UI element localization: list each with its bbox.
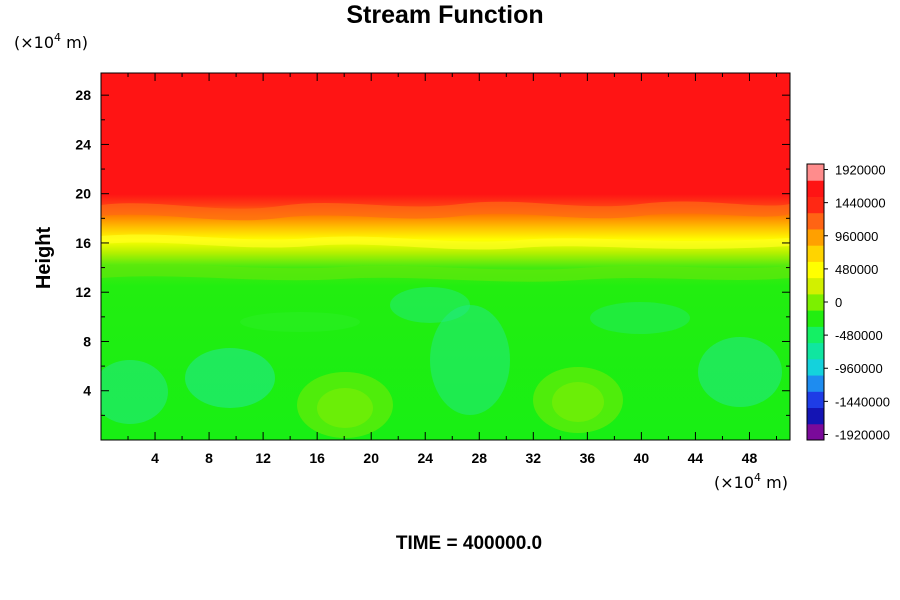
- y-unit-exponent: 4: [54, 31, 61, 44]
- x-tick-label: 36: [580, 450, 596, 466]
- x-tick-label: 28: [471, 450, 487, 466]
- colorbar-segment: [807, 196, 824, 214]
- y-tick-label: 8: [83, 333, 91, 349]
- time-label: TIME = 400000.0: [396, 533, 542, 554]
- x-tick-label: 44: [688, 450, 704, 466]
- y-tick-label: 16: [75, 235, 91, 251]
- colorbar-segment: [807, 245, 824, 262]
- colorbar-segment: [807, 277, 824, 295]
- cyan-blob: [430, 305, 510, 415]
- colorbar-segment: [807, 423, 824, 441]
- x-unit-suffix: m): [761, 473, 788, 492]
- colorbar-segment: [807, 342, 824, 360]
- y-axis-label: Height: [33, 227, 55, 290]
- colorbar-segment: [807, 180, 824, 197]
- colorbar-label: -960000: [835, 361, 883, 376]
- heatmap-field: [101, 73, 790, 440]
- colorbar-label: -1920000: [835, 427, 890, 442]
- x-tick-label: 20: [363, 450, 379, 466]
- plot-frame: [100, 72, 791, 441]
- y-tick-label: 20: [75, 186, 91, 202]
- green-patch: [240, 312, 360, 332]
- colorbar: 1920000 1440000 960000 480000 0 -480000 -96000…: [806, 163, 890, 442]
- y-tick-label: 12: [75, 284, 91, 300]
- field-wave-bands: [101, 201, 790, 282]
- y-unit-prefix: (×10: [14, 33, 54, 52]
- colorbar-label: 0: [835, 295, 842, 310]
- x-unit-prefix: (×10: [714, 473, 754, 492]
- colorbar-label: 960000: [835, 229, 878, 244]
- colorbar-label: 480000: [835, 262, 878, 277]
- x-tick-label: 16: [309, 450, 325, 466]
- x-tick-label: 4: [151, 450, 159, 466]
- colorbar-segment: [807, 391, 824, 409]
- colorbar-segment: [807, 375, 824, 392]
- colorbar-label: -1440000: [835, 394, 890, 409]
- x-tick-label: 40: [634, 450, 650, 466]
- y-unit-label: (×104 m): [14, 31, 88, 52]
- lime-band-wave: [101, 264, 790, 282]
- colorbar-label: 1920000: [835, 163, 886, 178]
- y-axis-ticks: 4 8 12 16 20 24 28: [75, 87, 790, 416]
- colorbar-segment: [807, 212, 824, 230]
- y-tick-label: 24: [75, 136, 91, 152]
- field-lower-blobs: [101, 287, 782, 438]
- x-axis-ticks: 4 8 12 16 20 24 28 32 36 40 44 48: [127, 73, 777, 466]
- x-tick-label: 24: [417, 450, 433, 466]
- colorbar-label: 1440000: [835, 196, 886, 211]
- yellow-band-wave: [101, 234, 790, 250]
- colorbar-segment: [807, 164, 824, 181]
- yellowgreen-blob: [552, 382, 604, 422]
- y-tick-label: 4: [83, 383, 91, 399]
- chart-title: Stream Function: [346, 1, 543, 29]
- y-tick-label: 28: [75, 87, 91, 103]
- cyan-blob: [698, 337, 782, 407]
- cyan-blob: [390, 287, 470, 323]
- colorbar-segment: [807, 310, 824, 327]
- colorbar-segment: [807, 358, 824, 376]
- colorbar-segment: [807, 326, 824, 344]
- x-tick-label: 32: [526, 450, 542, 466]
- x-unit-label: (×104 m): [714, 471, 788, 492]
- cyan-blob: [590, 302, 690, 334]
- y-unit-suffix: m): [61, 33, 88, 52]
- x-tick-label: 48: [742, 450, 758, 466]
- x-tick-label: 8: [205, 450, 213, 466]
- colorbar-segment: [807, 261, 824, 279]
- x-tick-label: 12: [255, 450, 271, 466]
- orange-band-wave: [101, 201, 790, 221]
- cyan-blob: [101, 360, 168, 424]
- colorbar-label: -480000: [835, 328, 883, 343]
- cyan-blob: [185, 348, 275, 408]
- yellowgreen-blob: [317, 388, 373, 428]
- x-unit-exponent: 4: [754, 471, 761, 484]
- colorbar-segment: [807, 228, 824, 246]
- colorbar-segment: [807, 407, 824, 425]
- colorbar-segment: [807, 293, 824, 311]
